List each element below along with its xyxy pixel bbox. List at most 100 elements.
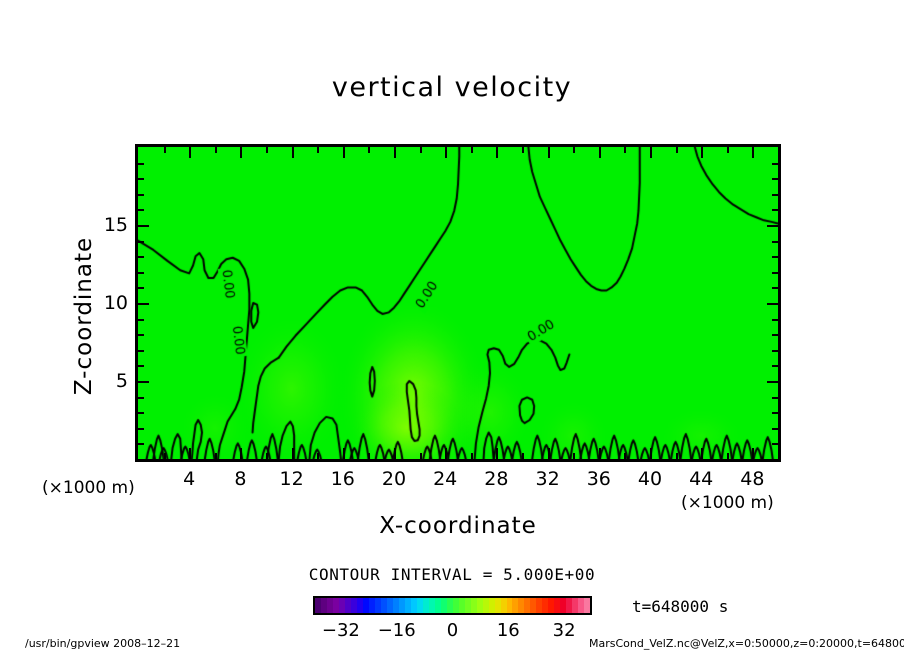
x-axis-unit-left: (×1000 m) [42,478,135,498]
y-minor-tick-right [772,412,778,414]
x-minor-tick-top [266,147,268,153]
y-major-tick-left [138,381,149,383]
footer-command-label: /usr/bin/gpview 2008–12–21 [25,637,181,650]
x-minor-tick-top [420,147,422,153]
x-major-tick-bottom [240,448,242,459]
colorbar-gradient [313,596,592,615]
colorbar-swatch [512,598,519,613]
x-minor-tick-bottom [471,453,473,459]
x-minor-tick-top [471,147,473,153]
x-tick-label: 36 [586,468,611,490]
x-minor-tick-top [164,147,166,153]
colorbar-swatch [440,598,447,613]
y-minor-tick-left [138,194,144,196]
y-minor-tick-right [772,397,778,399]
colorbar-swatch [530,598,537,613]
x-minor-tick-top [215,147,217,153]
colorbar-swatch [524,598,531,613]
x-minor-tick-bottom [215,453,217,459]
y-minor-tick-left [138,319,144,321]
colorbar-swatch [482,598,489,613]
colorbar-swatch [326,598,333,613]
colorbar-swatch [410,598,417,613]
y-minor-tick-left [138,412,144,414]
x-major-tick-top [599,147,601,158]
y-minor-tick-right [772,443,778,445]
colorbar-tick-label: 32 [552,620,576,641]
x-minor-tick-bottom [266,453,268,459]
x-minor-tick-bottom [368,453,370,459]
x-major-tick-bottom [650,448,652,459]
colorbar-swatch [494,598,501,613]
y-minor-tick-left [138,397,144,399]
x-major-tick-top [701,147,703,158]
colorbar-swatch [500,598,507,613]
colorbar-swatch [554,598,561,613]
x-minor-tick-top [522,147,524,153]
x-major-tick-top [548,147,550,158]
x-major-tick-top [292,147,294,158]
x-major-tick-bottom [292,448,294,459]
x-major-tick-bottom [701,448,703,459]
y-axis-title: Z-coordinate [71,236,97,396]
contour-interval-label: CONTOUR INTERVAL = 5.000E+00 [308,565,596,584]
x-major-tick-top [189,147,191,158]
x-major-tick-top [343,147,345,158]
x-major-tick-top [240,147,242,158]
y-minor-tick-right [772,287,778,289]
y-minor-tick-left [138,178,144,180]
y-minor-tick-left [138,272,144,274]
x-minor-tick-bottom [676,453,678,459]
y-tick-label: 10 [103,292,128,314]
x-minor-tick-bottom [624,453,626,459]
y-minor-tick-right [772,163,778,165]
colorbar-swatch [332,598,339,613]
colorbar-swatch [344,598,351,613]
colorbar-swatch [578,598,585,613]
x-tick-label: 32 [535,468,560,490]
colorbar-swatch [542,598,549,613]
colorbar-swatch [404,598,411,613]
x-major-tick-bottom [752,448,754,459]
colorbar-tick-label: 16 [496,620,520,641]
y-minor-tick-left [138,287,144,289]
x-tick-label: 4 [183,468,196,490]
y-major-tick-left [138,303,149,305]
x-axis-title: X-coordinate [379,513,537,539]
x-tick-label: 24 [433,468,458,490]
y-minor-tick-right [772,272,778,274]
x-minor-tick-bottom [522,453,524,459]
colorbar-swatch [392,598,399,613]
x-tick-label: 12 [279,468,304,490]
colorbar-swatch [566,598,573,613]
time-label: t=648000 s [632,597,729,616]
x-major-tick-top [752,147,754,158]
colorbar-tick-label: 0 [446,620,459,641]
colorbar-swatch [560,598,567,613]
colorbar-swatch [398,598,405,613]
colorbar-swatch [380,598,387,613]
y-minor-tick-right [772,256,778,258]
colorbar-swatch [572,598,579,613]
y-minor-tick-right [772,365,778,367]
colorbar [313,596,592,615]
colorbar-swatch [416,598,423,613]
colorbar-swatch [374,598,381,613]
contour-field-canvas [138,147,778,459]
x-major-tick-top [445,147,447,158]
colorbar-swatch [434,598,441,613]
plot-area [135,144,781,462]
colorbar-swatch [356,598,363,613]
x-tick-label: 44 [689,468,714,490]
y-major-tick-left [138,225,149,227]
x-major-tick-bottom [343,448,345,459]
colorbar-swatch [315,598,321,613]
x-major-tick-bottom [189,448,191,459]
colorbar-swatch [518,598,525,613]
x-minor-tick-top [368,147,370,153]
x-tick-label: 40 [637,468,663,490]
y-minor-tick-right [772,241,778,243]
y-major-tick-right [767,303,778,305]
y-minor-tick-left [138,241,144,243]
x-tick-label: 28 [484,468,509,490]
